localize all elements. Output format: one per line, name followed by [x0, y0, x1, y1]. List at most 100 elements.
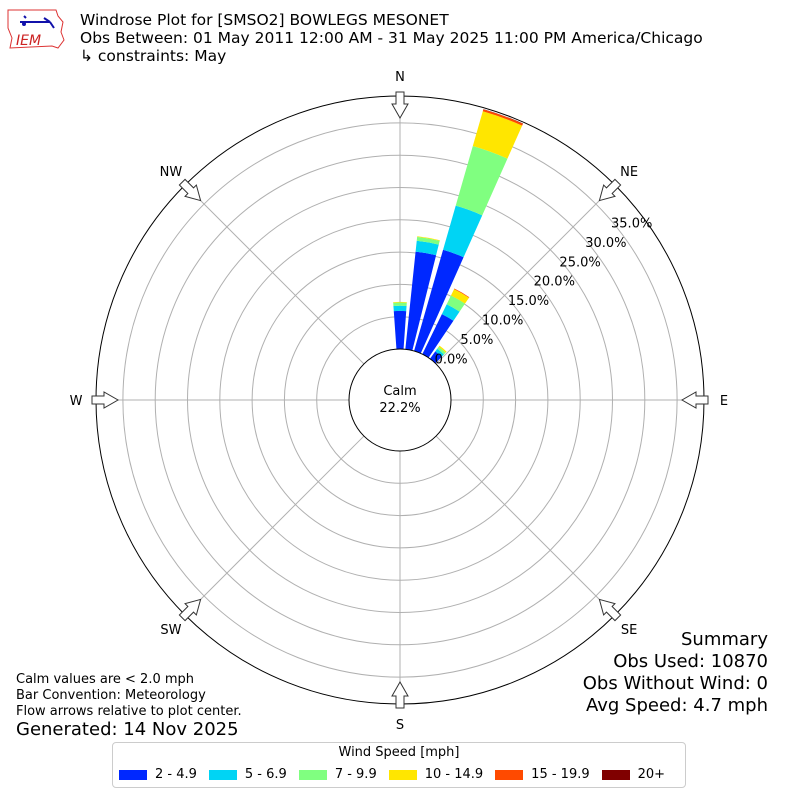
arrow-shape — [391, 680, 409, 709]
windrose-bar-segment — [472, 111, 523, 159]
generated-date: Generated: 14 Nov 2025 — [16, 719, 239, 740]
legend-swatch — [208, 769, 237, 780]
compass-label-ne: NE — [620, 165, 638, 180]
flow-arrow-icon — [598, 178, 622, 202]
avg-speed: Avg Speed: 4.7 mph — [586, 695, 768, 716]
radial-tick-label: 0.0% — [435, 352, 468, 367]
arrow-shape — [598, 178, 622, 202]
compass-label-e: E — [720, 394, 728, 409]
radial-tick-label: 20.0% — [534, 275, 575, 290]
flow-arrow-icon — [391, 91, 409, 120]
radial-tick-label: 30.0% — [585, 236, 626, 251]
flow-arrow-icon — [178, 178, 202, 202]
grid-spoke — [435, 184, 616, 365]
arrow-shape — [178, 178, 202, 202]
compass-label-se: SE — [621, 623, 637, 638]
notes-block: Calm values are < 2.0 mph Bar Convention… — [16, 672, 242, 720]
bar-convention-note: Bar Convention: Meteorology — [16, 688, 206, 703]
windrose-bar-segment — [441, 304, 460, 321]
legend-item: 2 - 4.9 — [119, 767, 197, 782]
legend-swatch — [298, 769, 327, 780]
legend-swatch — [495, 769, 524, 780]
legend-item: 15 - 19.9 — [495, 767, 590, 782]
flow-arrow-icon — [178, 598, 202, 622]
legend-label: 2 - 4.9 — [155, 767, 197, 782]
compass-label-n: N — [395, 70, 405, 85]
radial-tick-label: 10.0% — [482, 314, 523, 329]
legend-label: 7 - 9.9 — [334, 767, 377, 782]
legend-swatch — [601, 769, 630, 780]
windrose-bar-segment — [446, 295, 466, 312]
flow-arrow-icon — [680, 391, 709, 409]
legend-item: 10 - 14.9 — [388, 767, 484, 782]
arrow-shape — [91, 391, 120, 409]
flow-arrow-icon — [598, 598, 622, 622]
legend-swatch — [119, 769, 147, 780]
windrose-bar-segment — [415, 240, 439, 256]
grid-spoke — [435, 435, 616, 616]
windrose-bar-segment — [393, 301, 407, 303]
windrose-bar-segment — [416, 236, 440, 245]
windrose-bar-segment — [482, 109, 523, 126]
legend: Wind Speed [mph] 2 - 4.9 5 - 6.9 7 - 9.9 10… — [112, 742, 686, 788]
constraints-text: ↳ constraints: May — [80, 47, 227, 65]
compass-label-nw: NW — [160, 165, 183, 180]
calm-circle — [348, 348, 452, 452]
grid-ring — [283, 283, 517, 517]
compass-label-w: W — [70, 394, 83, 409]
grid-ring — [219, 219, 581, 581]
windrose-bar-segment — [435, 348, 444, 357]
arrow-shape — [598, 598, 622, 622]
windrose-bar-segment — [450, 289, 469, 304]
grid-ring — [154, 154, 646, 646]
flow-arrow-icon — [391, 680, 409, 709]
iem-logo: IEM — [6, 8, 66, 52]
grid-spoke — [184, 435, 365, 616]
windrose-bar-segment — [393, 305, 407, 312]
arrow-shape — [178, 598, 202, 622]
radial-tick-label: 5.0% — [460, 333, 493, 348]
windrose-bar-segment — [422, 314, 454, 358]
calm-label: Calm — [383, 384, 416, 399]
calm-note: Calm values are < 2.0 mph — [16, 672, 195, 687]
flow-arrow-icon — [91, 391, 120, 409]
chart-subtitle: Obs Between: 01 May 2011 12:00 AM - 31 M… — [80, 29, 703, 47]
windrose-bar-segment — [454, 288, 470, 298]
windrose-bar-segment — [414, 249, 464, 354]
compass-label-sw: SW — [160, 623, 181, 638]
legend-label: 10 - 14.9 — [424, 767, 484, 782]
grid-ring — [187, 187, 613, 613]
windrose-bar-segment — [429, 351, 442, 364]
legend-label: 20+ — [637, 767, 666, 782]
grid-ring — [122, 122, 678, 678]
windrose-bar-segment — [393, 302, 407, 306]
windrose-bar-segment — [437, 346, 446, 355]
legend-swatch — [388, 769, 417, 780]
arrow-shape — [680, 391, 709, 409]
legend-label: 15 - 19.9 — [531, 767, 590, 782]
flow-arrows-note: Flow arrows relative to plot center. — [16, 704, 242, 719]
legend-item: 7 - 9.9 — [298, 767, 377, 782]
windrose-bar-segment — [405, 251, 437, 351]
legend-item: 20+ — [601, 767, 666, 782]
windrose-bar-segment — [455, 146, 508, 216]
windrose-bar-segment — [393, 310, 407, 350]
radial-tick-label: 15.0% — [508, 294, 549, 309]
summary-title: Summary — [681, 629, 768, 650]
obs-without-wind: Obs Without Wind: 0 — [582, 673, 768, 694]
windrose-bar-segment — [483, 109, 524, 124]
grid-ring — [251, 251, 549, 549]
legend-label: 5 - 6.9 — [244, 767, 287, 782]
summary-block: Summary Obs Used: 10870 Obs Without Wind… — [583, 629, 768, 717]
svg-text:IEM: IEM — [16, 33, 41, 49]
windrose-bar-segment — [438, 345, 447, 353]
obs-used: Obs Used: 10870 — [613, 651, 768, 672]
calm-value: 22.2% — [379, 401, 420, 416]
radial-tick-label: 25.0% — [559, 255, 600, 270]
chart-title: Windrose Plot for [SMSO2] BOWLEGS MESONE… — [80, 11, 449, 29]
legend-item: 5 - 6.9 — [208, 767, 287, 782]
legend-title: Wind Speed [mph] — [338, 745, 460, 760]
arrow-shape — [391, 91, 409, 120]
windrose-bar-segment — [443, 205, 483, 258]
